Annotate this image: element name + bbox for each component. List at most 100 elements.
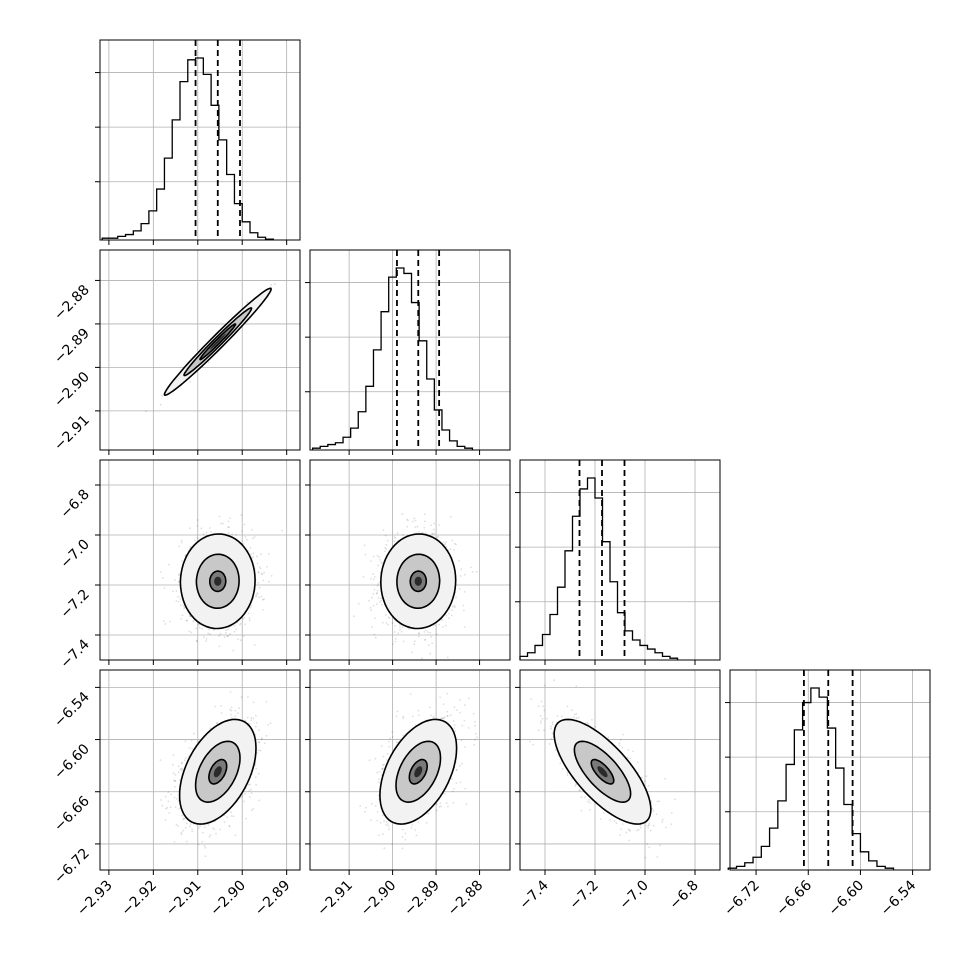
panel-frame <box>309 249 511 451</box>
sample-point <box>628 829 631 832</box>
sample-point <box>658 800 661 803</box>
diag-panel-2 <box>515 459 721 665</box>
sample-point <box>407 519 409 522</box>
sample-point <box>386 623 389 626</box>
panel-1-3: −2.91 −2.90 −2.89 −2.88 <box>305 669 511 920</box>
panel-0-2: −7.4 −7.2 −7.0 −6.8 <box>57 459 301 672</box>
x-tick-label: −6.54 <box>878 877 920 919</box>
sample-point <box>413 517 415 520</box>
x-tick-label: −2.91 <box>314 878 356 920</box>
sample-point <box>378 771 381 773</box>
sample-point <box>537 729 540 732</box>
sample-point <box>235 628 238 631</box>
sample-point <box>615 822 618 825</box>
sample-point <box>196 525 199 527</box>
sample-point <box>417 709 420 712</box>
sample-point <box>410 651 413 654</box>
sample-point <box>200 527 203 530</box>
sample-point <box>172 754 175 756</box>
sample-point <box>363 544 366 547</box>
sample-point <box>454 606 456 608</box>
sample-point <box>421 531 424 534</box>
sample-point <box>532 743 534 746</box>
sample-point <box>259 749 262 752</box>
sample-point <box>650 800 653 803</box>
contour-line <box>163 287 272 397</box>
sample-point <box>370 560 372 562</box>
sample-point <box>433 522 435 525</box>
sample-point <box>385 820 388 823</box>
sample-point <box>163 620 165 622</box>
sample-point <box>227 520 230 523</box>
sample-point <box>248 796 251 798</box>
sample-point <box>265 700 268 703</box>
sample-point <box>539 715 542 717</box>
sample-point <box>257 772 260 775</box>
sample-point <box>409 693 412 696</box>
sample-point <box>257 571 260 574</box>
sample-point <box>452 720 455 722</box>
sample-point <box>161 804 164 807</box>
sample-point <box>250 604 253 607</box>
sample-point <box>226 816 229 819</box>
sample-point <box>445 802 448 804</box>
histogram-2 <box>519 477 679 660</box>
sample-point <box>174 773 177 776</box>
sample-point <box>368 759 371 762</box>
sample-point <box>207 361 210 364</box>
sample-point <box>645 775 648 778</box>
sample-point <box>665 826 667 829</box>
sample-point <box>618 742 621 744</box>
sample-point <box>243 800 246 803</box>
sample-point <box>435 809 438 812</box>
sample-point <box>371 596 373 599</box>
sample-point <box>250 792 253 795</box>
sample-point <box>233 630 236 633</box>
sample-point <box>169 806 172 809</box>
sample-point <box>428 706 431 709</box>
sample-point <box>655 813 658 816</box>
sample-point <box>179 597 182 600</box>
sample-point <box>186 619 189 622</box>
sample-point <box>180 767 182 770</box>
sample-point <box>661 818 664 821</box>
sample-point <box>451 614 453 617</box>
sample-point <box>430 636 433 638</box>
sample-point <box>145 410 147 413</box>
sample-point <box>553 679 555 682</box>
sample-point <box>451 778 453 780</box>
sample-point <box>241 530 243 532</box>
sample-point <box>365 806 367 809</box>
sample-point <box>447 805 449 808</box>
sample-point <box>167 563 170 566</box>
sample-point <box>402 734 405 737</box>
sample-point <box>230 709 233 712</box>
sample-point <box>189 823 192 825</box>
sample-point <box>550 727 552 730</box>
sample-point <box>207 824 210 826</box>
sample-point <box>391 731 394 734</box>
sample-point <box>263 598 265 600</box>
sample-point <box>201 627 204 630</box>
sample-point <box>385 548 388 551</box>
sample-point <box>381 814 384 817</box>
sample-point <box>540 700 543 703</box>
sample-point <box>181 761 183 764</box>
sample-point <box>391 736 394 738</box>
contour-line <box>590 758 615 785</box>
sample-point <box>379 821 382 824</box>
sample-point <box>448 617 450 620</box>
sample-point <box>587 800 589 803</box>
sample-point <box>234 709 237 712</box>
sample-point <box>173 841 176 843</box>
sample-point <box>387 616 390 619</box>
density-peak <box>209 333 226 350</box>
sample-point <box>181 539 183 542</box>
sample-point <box>181 767 184 770</box>
panel-content <box>353 513 478 660</box>
sample-point <box>384 550 386 553</box>
sample-point <box>418 632 420 635</box>
sample-point <box>249 783 252 786</box>
sample-point <box>204 846 207 849</box>
sample-point <box>376 584 379 587</box>
